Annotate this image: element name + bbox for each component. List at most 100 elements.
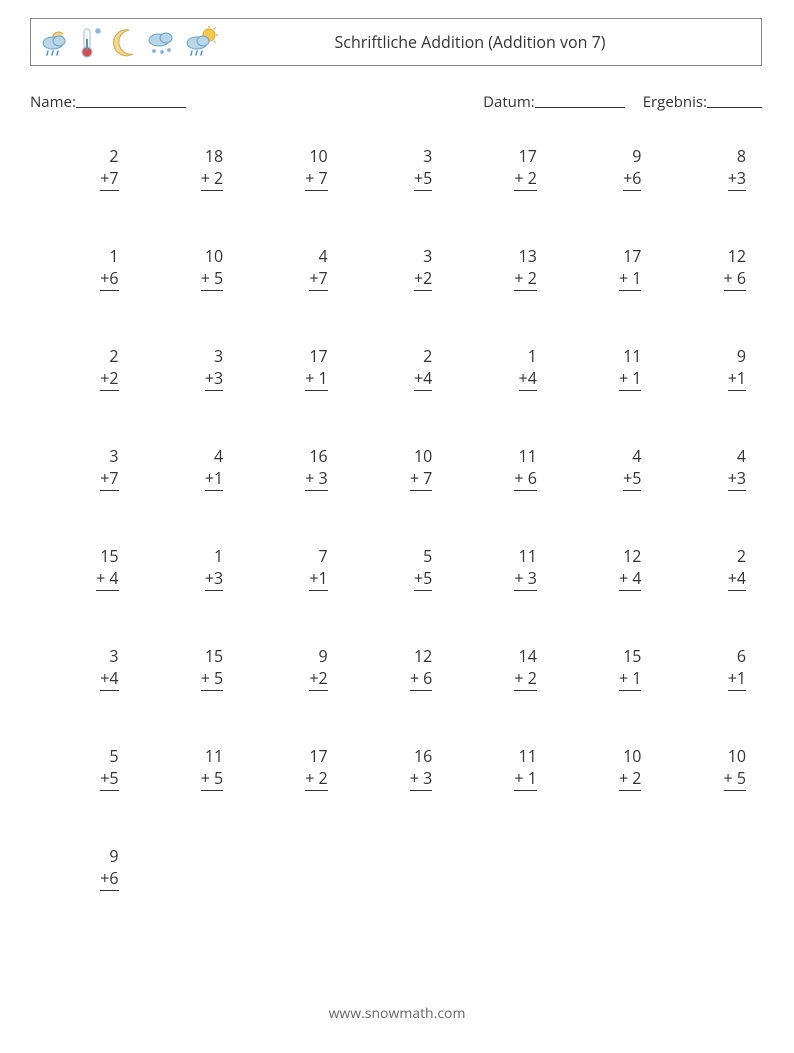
problem-augend: 8 bbox=[728, 145, 746, 167]
problem-addend: + 5 bbox=[724, 767, 746, 791]
problem: 1+3 bbox=[135, 545, 240, 591]
problem-augend: 13 bbox=[514, 245, 536, 267]
problem-augend: 3 bbox=[100, 645, 118, 667]
problem-augend: 3 bbox=[100, 445, 118, 467]
problem-addend: + 5 bbox=[201, 767, 223, 791]
problem-augend: 15 bbox=[96, 545, 118, 567]
problem-augend: 4 bbox=[205, 445, 223, 467]
problem-augend: 9 bbox=[623, 145, 641, 167]
problem-addend: + 2 bbox=[305, 767, 327, 791]
problem: 12+ 6 bbox=[344, 645, 449, 691]
problem: 2+4 bbox=[344, 345, 449, 391]
problem-addend: + 7 bbox=[410, 467, 432, 491]
problem-addend: +2 bbox=[100, 367, 118, 391]
problem: 16+ 3 bbox=[344, 745, 449, 791]
problem-addend: +3 bbox=[728, 467, 746, 491]
problem-augend: 11 bbox=[514, 745, 536, 767]
ergebnis-input-line[interactable] bbox=[707, 92, 762, 108]
problem-augend: 5 bbox=[414, 545, 432, 567]
problem-addend: +4 bbox=[100, 667, 118, 691]
name-input-line[interactable] bbox=[76, 92, 186, 108]
problem-addend: + 2 bbox=[514, 267, 536, 291]
problem-augend: 2 bbox=[414, 345, 432, 367]
problem: 8+3 bbox=[657, 145, 762, 191]
problem: 11+ 1 bbox=[448, 745, 553, 791]
problem-addend: + 2 bbox=[619, 767, 641, 791]
problem: 4+7 bbox=[239, 245, 344, 291]
problem: 18+ 2 bbox=[135, 145, 240, 191]
problem-augend: 11 bbox=[514, 545, 536, 567]
problem-addend: +3 bbox=[205, 567, 223, 591]
problem-augend: 9 bbox=[309, 645, 327, 667]
problem-augend: 10 bbox=[305, 145, 327, 167]
problem: 14+ 2 bbox=[448, 645, 553, 691]
problem: 11+ 6 bbox=[448, 445, 553, 491]
problem-augend: 4 bbox=[309, 245, 327, 267]
problem: 10+ 7 bbox=[344, 445, 449, 491]
problem: 9+6 bbox=[30, 845, 135, 891]
problem-augend: 2 bbox=[728, 545, 746, 567]
problem-addend: + 3 bbox=[305, 467, 327, 491]
problem-addend: +1 bbox=[728, 667, 746, 691]
header-icons bbox=[31, 25, 219, 59]
problem: 3+4 bbox=[30, 645, 135, 691]
problem-addend: + 1 bbox=[305, 367, 327, 391]
problem-addend: + 6 bbox=[724, 267, 746, 291]
footer-text: www.snowmath.com bbox=[0, 1004, 794, 1023]
problem-augend: 2 bbox=[100, 345, 118, 367]
problem: 2+2 bbox=[30, 345, 135, 391]
problem: 3+3 bbox=[135, 345, 240, 391]
problem: 2+4 bbox=[657, 545, 762, 591]
problem-addend: + 4 bbox=[619, 567, 641, 591]
problem-augend: 12 bbox=[410, 645, 432, 667]
problem-augend: 15 bbox=[201, 645, 223, 667]
problem-augend: 3 bbox=[414, 245, 432, 267]
problem: 6+1 bbox=[657, 645, 762, 691]
problem: 5+5 bbox=[344, 545, 449, 591]
problem-augend: 6 bbox=[728, 645, 746, 667]
problem-augend: 17 bbox=[305, 745, 327, 767]
problem: 17+ 1 bbox=[553, 245, 658, 291]
ergebnis-label: Ergebnis: bbox=[643, 92, 707, 112]
problem-augend: 10 bbox=[724, 745, 746, 767]
problem-augend: 18 bbox=[201, 145, 223, 167]
problem: 11+ 1 bbox=[553, 345, 658, 391]
problem-addend: + 1 bbox=[619, 267, 641, 291]
problem-augend: 17 bbox=[514, 145, 536, 167]
datum-input-line[interactable] bbox=[535, 92, 625, 108]
problem: 17+ 2 bbox=[448, 145, 553, 191]
problem: 2+7 bbox=[30, 145, 135, 191]
problem-addend: +2 bbox=[309, 667, 327, 691]
problem-addend: +3 bbox=[728, 167, 746, 191]
problem-augend: 9 bbox=[728, 345, 746, 367]
problems-grid: 2+718+ 210+ 73+517+ 29+68+31+610+ 54+73+… bbox=[30, 145, 762, 891]
problem: 4+3 bbox=[657, 445, 762, 491]
problem: 10+ 5 bbox=[135, 245, 240, 291]
problem-addend: + 6 bbox=[514, 467, 536, 491]
problem: 17+ 2 bbox=[239, 745, 344, 791]
sun-rain-cloud-icon bbox=[183, 25, 219, 59]
problem-addend: +5 bbox=[414, 567, 432, 591]
crescent-moon-icon bbox=[107, 25, 141, 59]
problem: 15+ 1 bbox=[553, 645, 658, 691]
problem: 1+4 bbox=[448, 345, 553, 391]
problem-addend: + 2 bbox=[514, 167, 536, 191]
problem-addend: +1 bbox=[309, 567, 327, 591]
problem: 3+5 bbox=[344, 145, 449, 191]
problem: 4+1 bbox=[135, 445, 240, 491]
problem-addend: +5 bbox=[414, 167, 432, 191]
problem-augend: 2 bbox=[100, 145, 118, 167]
problem-augend: 10 bbox=[201, 245, 223, 267]
meta-row: Name: Datum: Ergebnis: bbox=[30, 92, 762, 112]
problem-addend: + 1 bbox=[619, 367, 641, 391]
problem-augend: 1 bbox=[519, 345, 537, 367]
problem: 12+ 4 bbox=[553, 545, 658, 591]
problem-addend: + 4 bbox=[96, 567, 118, 591]
problem-augend: 4 bbox=[728, 445, 746, 467]
problem-augend: 1 bbox=[100, 245, 118, 267]
thermometer-cold-icon bbox=[77, 25, 103, 59]
problem-augend: 1 bbox=[205, 545, 223, 567]
problem-augend: 9 bbox=[100, 845, 118, 867]
datum-label: Datum: bbox=[483, 92, 535, 112]
problem-addend: +4 bbox=[414, 367, 432, 391]
